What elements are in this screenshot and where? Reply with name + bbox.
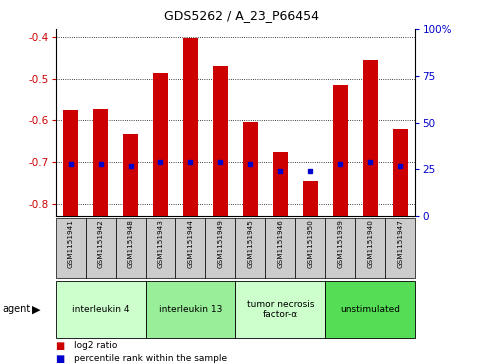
Text: GSM1151943: GSM1151943 bbox=[157, 220, 164, 269]
Text: GSM1151944: GSM1151944 bbox=[187, 220, 194, 269]
Text: interleukin 13: interleukin 13 bbox=[159, 305, 222, 314]
Text: GSM1151941: GSM1151941 bbox=[68, 220, 73, 269]
Text: interleukin 4: interleukin 4 bbox=[72, 305, 129, 314]
Text: GSM1151945: GSM1151945 bbox=[247, 220, 254, 269]
Bar bbox=[115, 218, 145, 278]
Bar bbox=[123, 134, 138, 216]
Bar bbox=[333, 85, 348, 216]
Bar bbox=[326, 218, 355, 278]
Text: log2 ratio: log2 ratio bbox=[74, 341, 117, 350]
Text: GSM1151940: GSM1151940 bbox=[368, 220, 373, 269]
Bar bbox=[355, 218, 385, 278]
Bar bbox=[303, 181, 318, 216]
Bar bbox=[236, 218, 266, 278]
Text: percentile rank within the sample: percentile rank within the sample bbox=[74, 354, 227, 363]
Bar bbox=[145, 218, 175, 278]
Bar bbox=[56, 218, 85, 278]
Bar bbox=[175, 218, 205, 278]
Text: tumor necrosis
factor-α: tumor necrosis factor-α bbox=[247, 300, 314, 319]
Text: ■: ■ bbox=[56, 354, 65, 363]
Bar bbox=[213, 66, 228, 216]
Text: GSM1151948: GSM1151948 bbox=[128, 220, 133, 269]
Text: GSM1151946: GSM1151946 bbox=[277, 220, 284, 269]
Text: GDS5262 / A_23_P66454: GDS5262 / A_23_P66454 bbox=[164, 9, 319, 22]
Text: ▶: ▶ bbox=[32, 305, 41, 314]
Bar bbox=[273, 152, 288, 216]
Text: GSM1151949: GSM1151949 bbox=[217, 220, 224, 269]
Bar bbox=[93, 109, 108, 216]
Bar bbox=[236, 281, 326, 338]
Bar bbox=[296, 218, 326, 278]
Bar bbox=[56, 281, 145, 338]
Bar bbox=[266, 218, 296, 278]
Text: GSM1151947: GSM1151947 bbox=[398, 220, 403, 269]
Bar bbox=[243, 122, 258, 216]
Text: GSM1151950: GSM1151950 bbox=[307, 220, 313, 269]
Text: ■: ■ bbox=[56, 340, 65, 351]
Text: GSM1151939: GSM1151939 bbox=[338, 220, 343, 269]
Bar bbox=[85, 218, 115, 278]
Bar bbox=[183, 38, 198, 216]
Bar bbox=[145, 281, 236, 338]
Bar bbox=[326, 281, 415, 338]
Bar bbox=[153, 73, 168, 216]
Bar bbox=[393, 129, 408, 216]
Text: agent: agent bbox=[2, 305, 30, 314]
Bar bbox=[363, 60, 378, 216]
Bar bbox=[205, 218, 236, 278]
Bar bbox=[385, 218, 415, 278]
Text: unstimulated: unstimulated bbox=[341, 305, 400, 314]
Bar bbox=[63, 110, 78, 216]
Text: GSM1151942: GSM1151942 bbox=[98, 220, 103, 269]
